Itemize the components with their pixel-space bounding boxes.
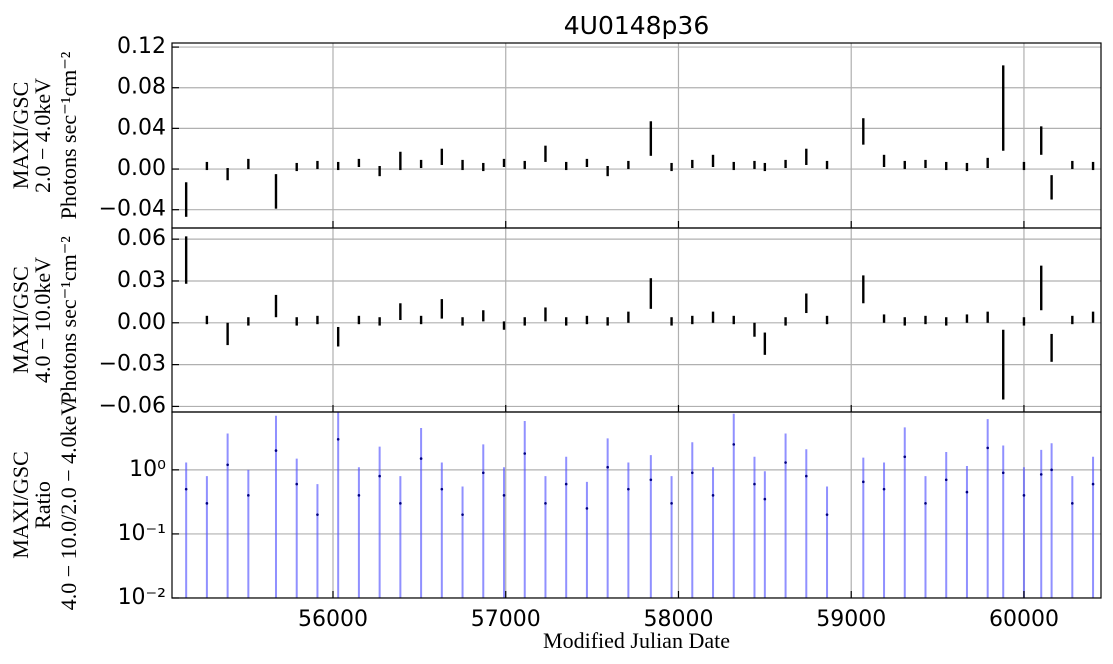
point bbox=[502, 494, 506, 497]
y-axis-label: Photons sec⁻¹cm⁻² bbox=[56, 236, 81, 404]
y-tick-label: 0.04 bbox=[117, 115, 166, 140]
y-axis-label: 4.0 − 10.0keV bbox=[30, 257, 55, 383]
point bbox=[627, 487, 630, 491]
point bbox=[903, 455, 907, 459]
y-axis-label: 4.0 − 10.0/2.0 − 4.0keV bbox=[56, 400, 81, 611]
point bbox=[944, 478, 948, 482]
y-tick-label: 0.00 bbox=[117, 310, 166, 335]
axes-frame bbox=[171, 227, 1102, 413]
point bbox=[295, 482, 299, 486]
y-tick-label: 0.06 bbox=[117, 226, 166, 251]
point bbox=[606, 465, 609, 469]
chart-title: 4U0148p36 bbox=[564, 11, 710, 40]
point bbox=[1022, 494, 1026, 497]
y-axis-label: 2.0 − 4.0keV bbox=[30, 78, 55, 193]
y-tick-label: 0.03 bbox=[117, 268, 166, 293]
point bbox=[1091, 482, 1095, 486]
point bbox=[1039, 473, 1043, 476]
point bbox=[986, 446, 989, 450]
point bbox=[316, 513, 319, 516]
point bbox=[419, 457, 423, 460]
plot-area bbox=[172, 43, 1101, 228]
point bbox=[544, 502, 547, 505]
point bbox=[825, 513, 829, 516]
point bbox=[784, 461, 787, 464]
x-tick-label: 58000 bbox=[643, 607, 713, 632]
point bbox=[184, 487, 188, 491]
point bbox=[585, 507, 589, 510]
point bbox=[461, 513, 464, 516]
point bbox=[763, 497, 767, 501]
y-axis-label: MAXI/GSC bbox=[8, 451, 33, 559]
point bbox=[882, 487, 886, 491]
point bbox=[1050, 468, 1053, 472]
y-axis-label: Photons sec⁻¹cm⁻² bbox=[56, 51, 81, 219]
axes-frame bbox=[171, 42, 1102, 229]
y-axis-label: Ratio bbox=[30, 481, 55, 529]
plot-area bbox=[172, 412, 1101, 598]
x-tick-label: 56000 bbox=[298, 607, 368, 632]
point bbox=[357, 494, 361, 497]
point bbox=[690, 471, 694, 475]
y-tick-label: 10⁻¹ bbox=[118, 521, 166, 546]
plot-area bbox=[172, 228, 1101, 412]
y-tick-label: 10⁰ bbox=[129, 457, 166, 482]
point bbox=[649, 478, 653, 482]
x-tick-label: 59000 bbox=[816, 607, 886, 632]
y-axis-label: MAXI/GSC bbox=[8, 266, 33, 374]
point bbox=[1071, 502, 1074, 505]
y-axis-label: MAXI/GSC bbox=[8, 82, 33, 190]
point bbox=[965, 490, 969, 494]
point bbox=[523, 452, 527, 455]
point bbox=[378, 474, 381, 478]
x-tick-label: 60000 bbox=[989, 607, 1059, 632]
point bbox=[205, 502, 209, 505]
axes-frame bbox=[171, 411, 1102, 599]
point bbox=[481, 471, 485, 475]
y-tick-label: 10⁻² bbox=[118, 585, 166, 610]
point bbox=[564, 482, 568, 486]
point bbox=[440, 487, 444, 491]
x-axis-label: Modified Julian Date bbox=[543, 628, 730, 653]
y-tick-label: 0.12 bbox=[117, 34, 166, 59]
x-tick-label: 57000 bbox=[471, 607, 541, 632]
point bbox=[226, 463, 229, 467]
y-tick-label: −0.03 bbox=[99, 352, 166, 377]
y-tick-label: 0.00 bbox=[117, 156, 166, 181]
point bbox=[336, 437, 340, 441]
point bbox=[247, 494, 250, 497]
point bbox=[670, 502, 673, 505]
point bbox=[732, 443, 736, 446]
point bbox=[399, 502, 402, 505]
point bbox=[274, 449, 278, 452]
point bbox=[711, 494, 715, 497]
point bbox=[805, 474, 808, 478]
y-tick-label: 0.08 bbox=[117, 75, 166, 100]
y-tick-label: −0.04 bbox=[99, 197, 166, 222]
point bbox=[1001, 471, 1005, 475]
point bbox=[924, 502, 927, 505]
point bbox=[753, 482, 756, 486]
y-tick-label: −0.06 bbox=[99, 393, 166, 418]
point bbox=[862, 480, 865, 484]
